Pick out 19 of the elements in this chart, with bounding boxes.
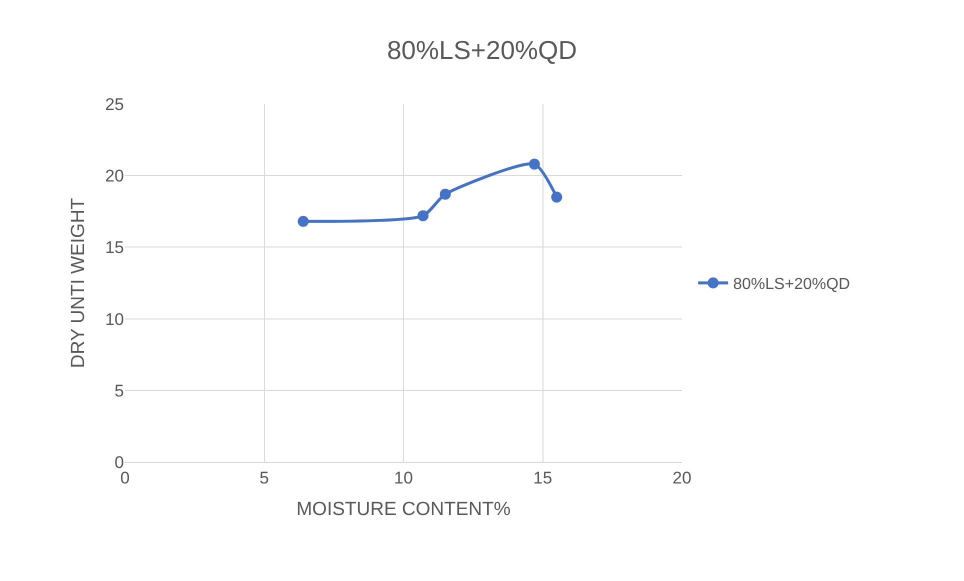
legend-label: 80%LS+20%QD: [733, 276, 850, 294]
y-tick-label: 20: [105, 166, 124, 186]
y-tick-label: 15: [105, 238, 124, 258]
point: [551, 192, 562, 203]
x-axis-title: MOISTURE CONTENT%: [296, 499, 511, 520]
chart-title: 80%LS+20%QD: [386, 34, 578, 65]
y-tick-label: 25: [105, 94, 124, 114]
y-tick-label: 10: [105, 310, 124, 329]
x-tick-label: 5: [260, 468, 269, 488]
x-tick-label: 15: [533, 468, 552, 488]
y-tick-label: 5: [114, 381, 124, 400]
point: [418, 210, 428, 222]
point: [298, 216, 309, 227]
y-axis-title: DRY UNTI WEIGHT: [68, 197, 89, 368]
y-tick-label: 0: [114, 452, 124, 472]
point: [528, 158, 540, 170]
x-tick-label: 20: [672, 468, 692, 488]
point: [440, 188, 451, 200]
x-tick-label: 10: [394, 468, 413, 488]
